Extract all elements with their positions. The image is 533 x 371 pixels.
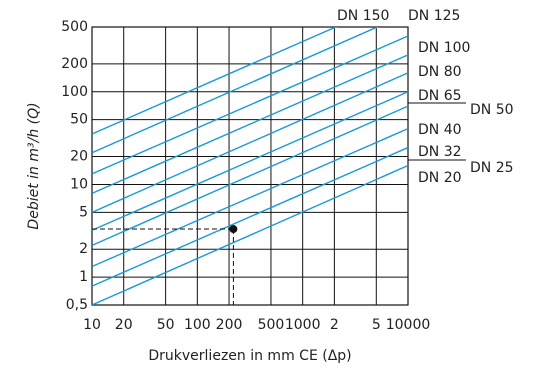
- series-line: [92, 72, 408, 213]
- series-line: [92, 27, 380, 154]
- x-tick-label: 200: [216, 317, 243, 333]
- y-tick-label: 500: [61, 19, 88, 35]
- x-tick-label: 10000: [386, 317, 431, 333]
- series-label: DN 65: [418, 88, 462, 104]
- x-tick-label: 10: [83, 317, 101, 333]
- x-tick-label: 100: [184, 317, 211, 333]
- series-line: [92, 164, 408, 305]
- series-label: DN 25: [470, 160, 514, 176]
- series-label: DN 125: [408, 8, 460, 24]
- series-line: [92, 105, 408, 247]
- x-tick-label: 50: [157, 317, 175, 333]
- series-label: DN 20: [418, 170, 462, 186]
- marker-point: [229, 225, 238, 234]
- series-label: DN 40: [418, 122, 462, 138]
- x-tick-label: 1000: [285, 317, 321, 333]
- y-tick-label: 20: [70, 149, 88, 165]
- series-line: [92, 27, 338, 135]
- series-group: [92, 27, 408, 305]
- y-tick-label: 200: [61, 56, 88, 72]
- y-tick-label: 1: [79, 269, 88, 285]
- series-line: [92, 91, 408, 231]
- series-label: DN 100: [418, 40, 470, 56]
- plot-frame: [91, 26, 409, 306]
- series-line: [92, 54, 408, 195]
- series-line: [92, 128, 408, 268]
- y-tick-label: 5: [79, 204, 88, 220]
- x-tick-label: 20: [115, 317, 133, 333]
- y-tick-label: 2: [79, 241, 88, 257]
- series-label: DN 80: [418, 64, 462, 80]
- y-axis-label: Debiet in m³/h (Q): [26, 102, 42, 229]
- series-label: DN 150: [337, 8, 389, 24]
- x-tick-label: 2: [330, 317, 339, 333]
- y-tick-label: 10: [70, 176, 88, 192]
- y-tick-label: 100: [61, 84, 88, 100]
- series-label: DN 50: [470, 102, 514, 118]
- y-tick-label: 0,5: [66, 297, 88, 313]
- series-line: [92, 35, 408, 175]
- series-line: [92, 146, 408, 287]
- x-axis-label: Drukverliezen in mm CE (Δp): [148, 348, 351, 364]
- x-tick-label: 5: [372, 317, 381, 333]
- series-label: DN 32: [418, 144, 462, 160]
- x-tick-label: 500: [258, 317, 285, 333]
- y-tick-label: 50: [70, 112, 88, 128]
